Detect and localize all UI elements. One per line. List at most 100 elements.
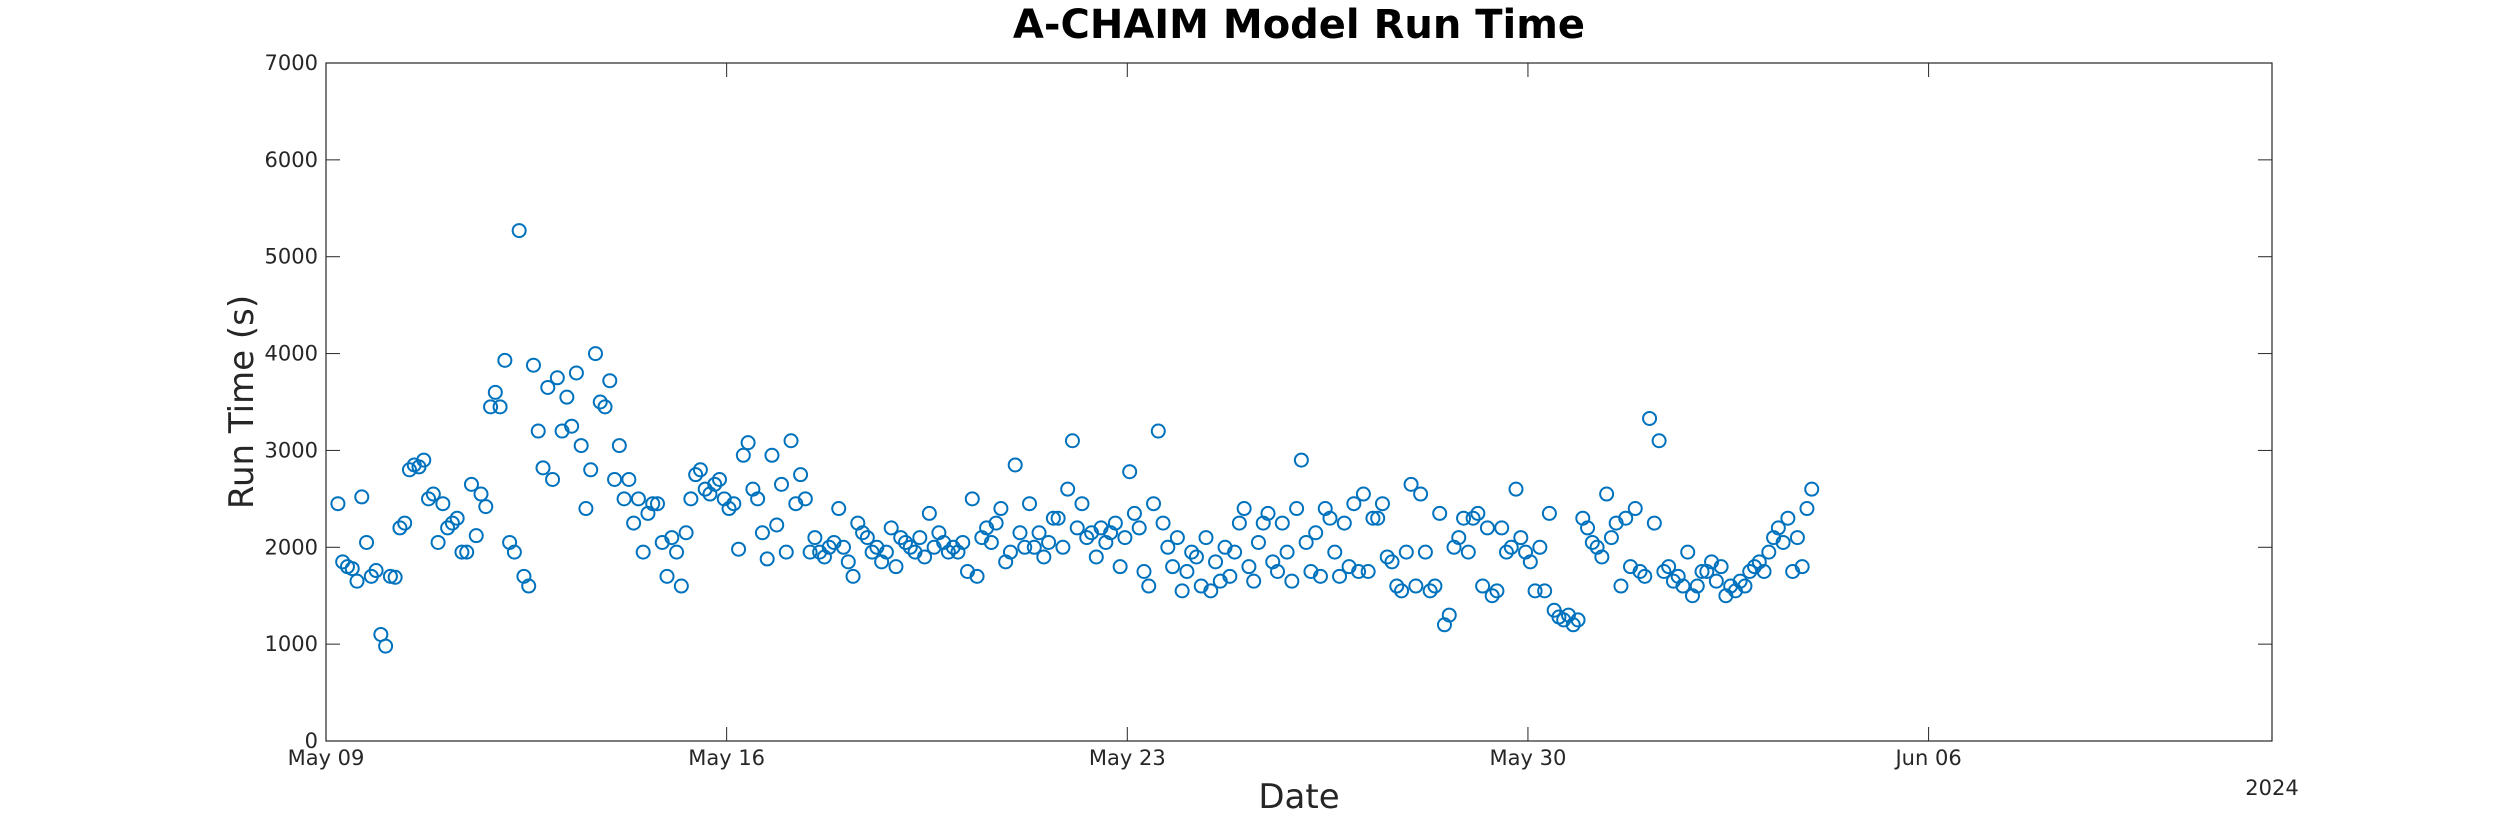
data-point bbox=[1780, 510, 1796, 526]
data-point bbox=[1479, 520, 1495, 536]
data-point bbox=[1656, 564, 1672, 579]
data-point bbox=[587, 346, 603, 362]
data-point bbox=[1222, 568, 1238, 584]
data-point bbox=[559, 389, 575, 405]
data-point bbox=[1169, 530, 1185, 546]
x-axis-year-label: 2024 bbox=[2245, 776, 2298, 800]
data-point bbox=[1432, 505, 1448, 521]
data-point bbox=[1756, 564, 1772, 579]
data-point bbox=[645, 496, 661, 512]
data-point bbox=[449, 510, 465, 526]
data-point bbox=[649, 496, 665, 512]
data-point bbox=[683, 491, 699, 507]
data-point bbox=[1031, 525, 1047, 541]
data-point bbox=[807, 530, 823, 546]
data-point bbox=[1188, 549, 1204, 565]
data-point bbox=[735, 447, 751, 463]
data-point bbox=[821, 539, 837, 555]
data-point bbox=[1022, 496, 1038, 512]
data-point bbox=[468, 528, 484, 544]
data-point bbox=[392, 520, 408, 536]
data-point bbox=[726, 496, 742, 512]
data-point bbox=[917, 549, 933, 565]
data-point bbox=[568, 365, 584, 381]
data-point bbox=[993, 501, 1009, 517]
data-point bbox=[1541, 505, 1557, 521]
data-point bbox=[964, 491, 980, 507]
data-point bbox=[344, 561, 360, 577]
data-point bbox=[759, 551, 775, 567]
plot-frame bbox=[325, 62, 2273, 742]
data-point bbox=[731, 541, 747, 557]
data-point bbox=[359, 534, 375, 550]
data-point bbox=[750, 491, 766, 507]
data-point bbox=[1689, 578, 1705, 594]
data-point bbox=[688, 467, 704, 483]
data-point bbox=[707, 476, 723, 492]
data-point bbox=[1227, 544, 1243, 560]
data-point bbox=[1627, 501, 1643, 517]
data-point bbox=[1374, 496, 1390, 512]
data-point bbox=[545, 471, 561, 487]
data-point bbox=[1298, 534, 1314, 550]
y-axis-label: Run Time (s) bbox=[222, 295, 262, 509]
data-point bbox=[1713, 559, 1729, 575]
data-point bbox=[597, 399, 613, 415]
data-point bbox=[1270, 564, 1286, 579]
data-point bbox=[883, 520, 899, 536]
x-tick-label: May 30 bbox=[1490, 746, 1567, 770]
data-point bbox=[1456, 510, 1472, 526]
data-point bbox=[1394, 583, 1410, 599]
data-point bbox=[1618, 510, 1634, 526]
data-point bbox=[463, 476, 479, 492]
data-point bbox=[1570, 612, 1586, 628]
data-point bbox=[1036, 549, 1052, 565]
data-point bbox=[1236, 501, 1252, 517]
data-point bbox=[1231, 515, 1247, 531]
data-point bbox=[530, 423, 546, 439]
data-point bbox=[354, 489, 370, 505]
y-tick-label: 0 bbox=[305, 729, 318, 753]
data-point bbox=[483, 399, 499, 415]
y-tick-label: 3000 bbox=[265, 438, 318, 462]
data-point bbox=[659, 568, 675, 584]
data-point bbox=[921, 505, 937, 521]
data-point bbox=[1427, 578, 1443, 594]
data-point bbox=[940, 544, 956, 560]
data-point bbox=[1007, 457, 1023, 473]
data-point bbox=[1246, 573, 1262, 589]
data-point bbox=[1079, 530, 1095, 546]
data-point bbox=[1069, 520, 1085, 536]
data-point bbox=[1250, 534, 1266, 550]
data-point bbox=[1351, 564, 1367, 579]
data-point bbox=[893, 530, 909, 546]
data-point bbox=[1513, 530, 1529, 546]
data-point bbox=[397, 515, 413, 531]
data-point bbox=[1141, 578, 1157, 594]
data-point bbox=[349, 573, 365, 589]
data-point bbox=[1274, 515, 1290, 531]
data-point bbox=[602, 373, 618, 389]
data-point bbox=[1484, 588, 1500, 604]
data-point bbox=[1360, 564, 1376, 579]
data-point bbox=[864, 544, 880, 560]
data-point bbox=[1398, 544, 1414, 560]
data-point bbox=[1336, 515, 1352, 531]
data-point bbox=[1260, 505, 1276, 521]
y-tick-label: 7000 bbox=[265, 51, 318, 75]
data-point bbox=[764, 447, 780, 463]
data-point bbox=[1594, 549, 1610, 565]
data-point bbox=[773, 476, 789, 492]
data-point bbox=[1208, 554, 1224, 570]
data-point bbox=[497, 352, 513, 368]
data-point bbox=[1126, 505, 1142, 521]
data-point bbox=[955, 534, 971, 550]
data-point bbox=[1045, 510, 1061, 526]
data-point bbox=[1117, 530, 1133, 546]
data-point bbox=[1026, 539, 1042, 555]
data-point bbox=[1136, 564, 1152, 579]
y-tick-label: 2000 bbox=[265, 535, 318, 559]
data-points bbox=[330, 223, 1820, 654]
data-point bbox=[1537, 583, 1553, 599]
